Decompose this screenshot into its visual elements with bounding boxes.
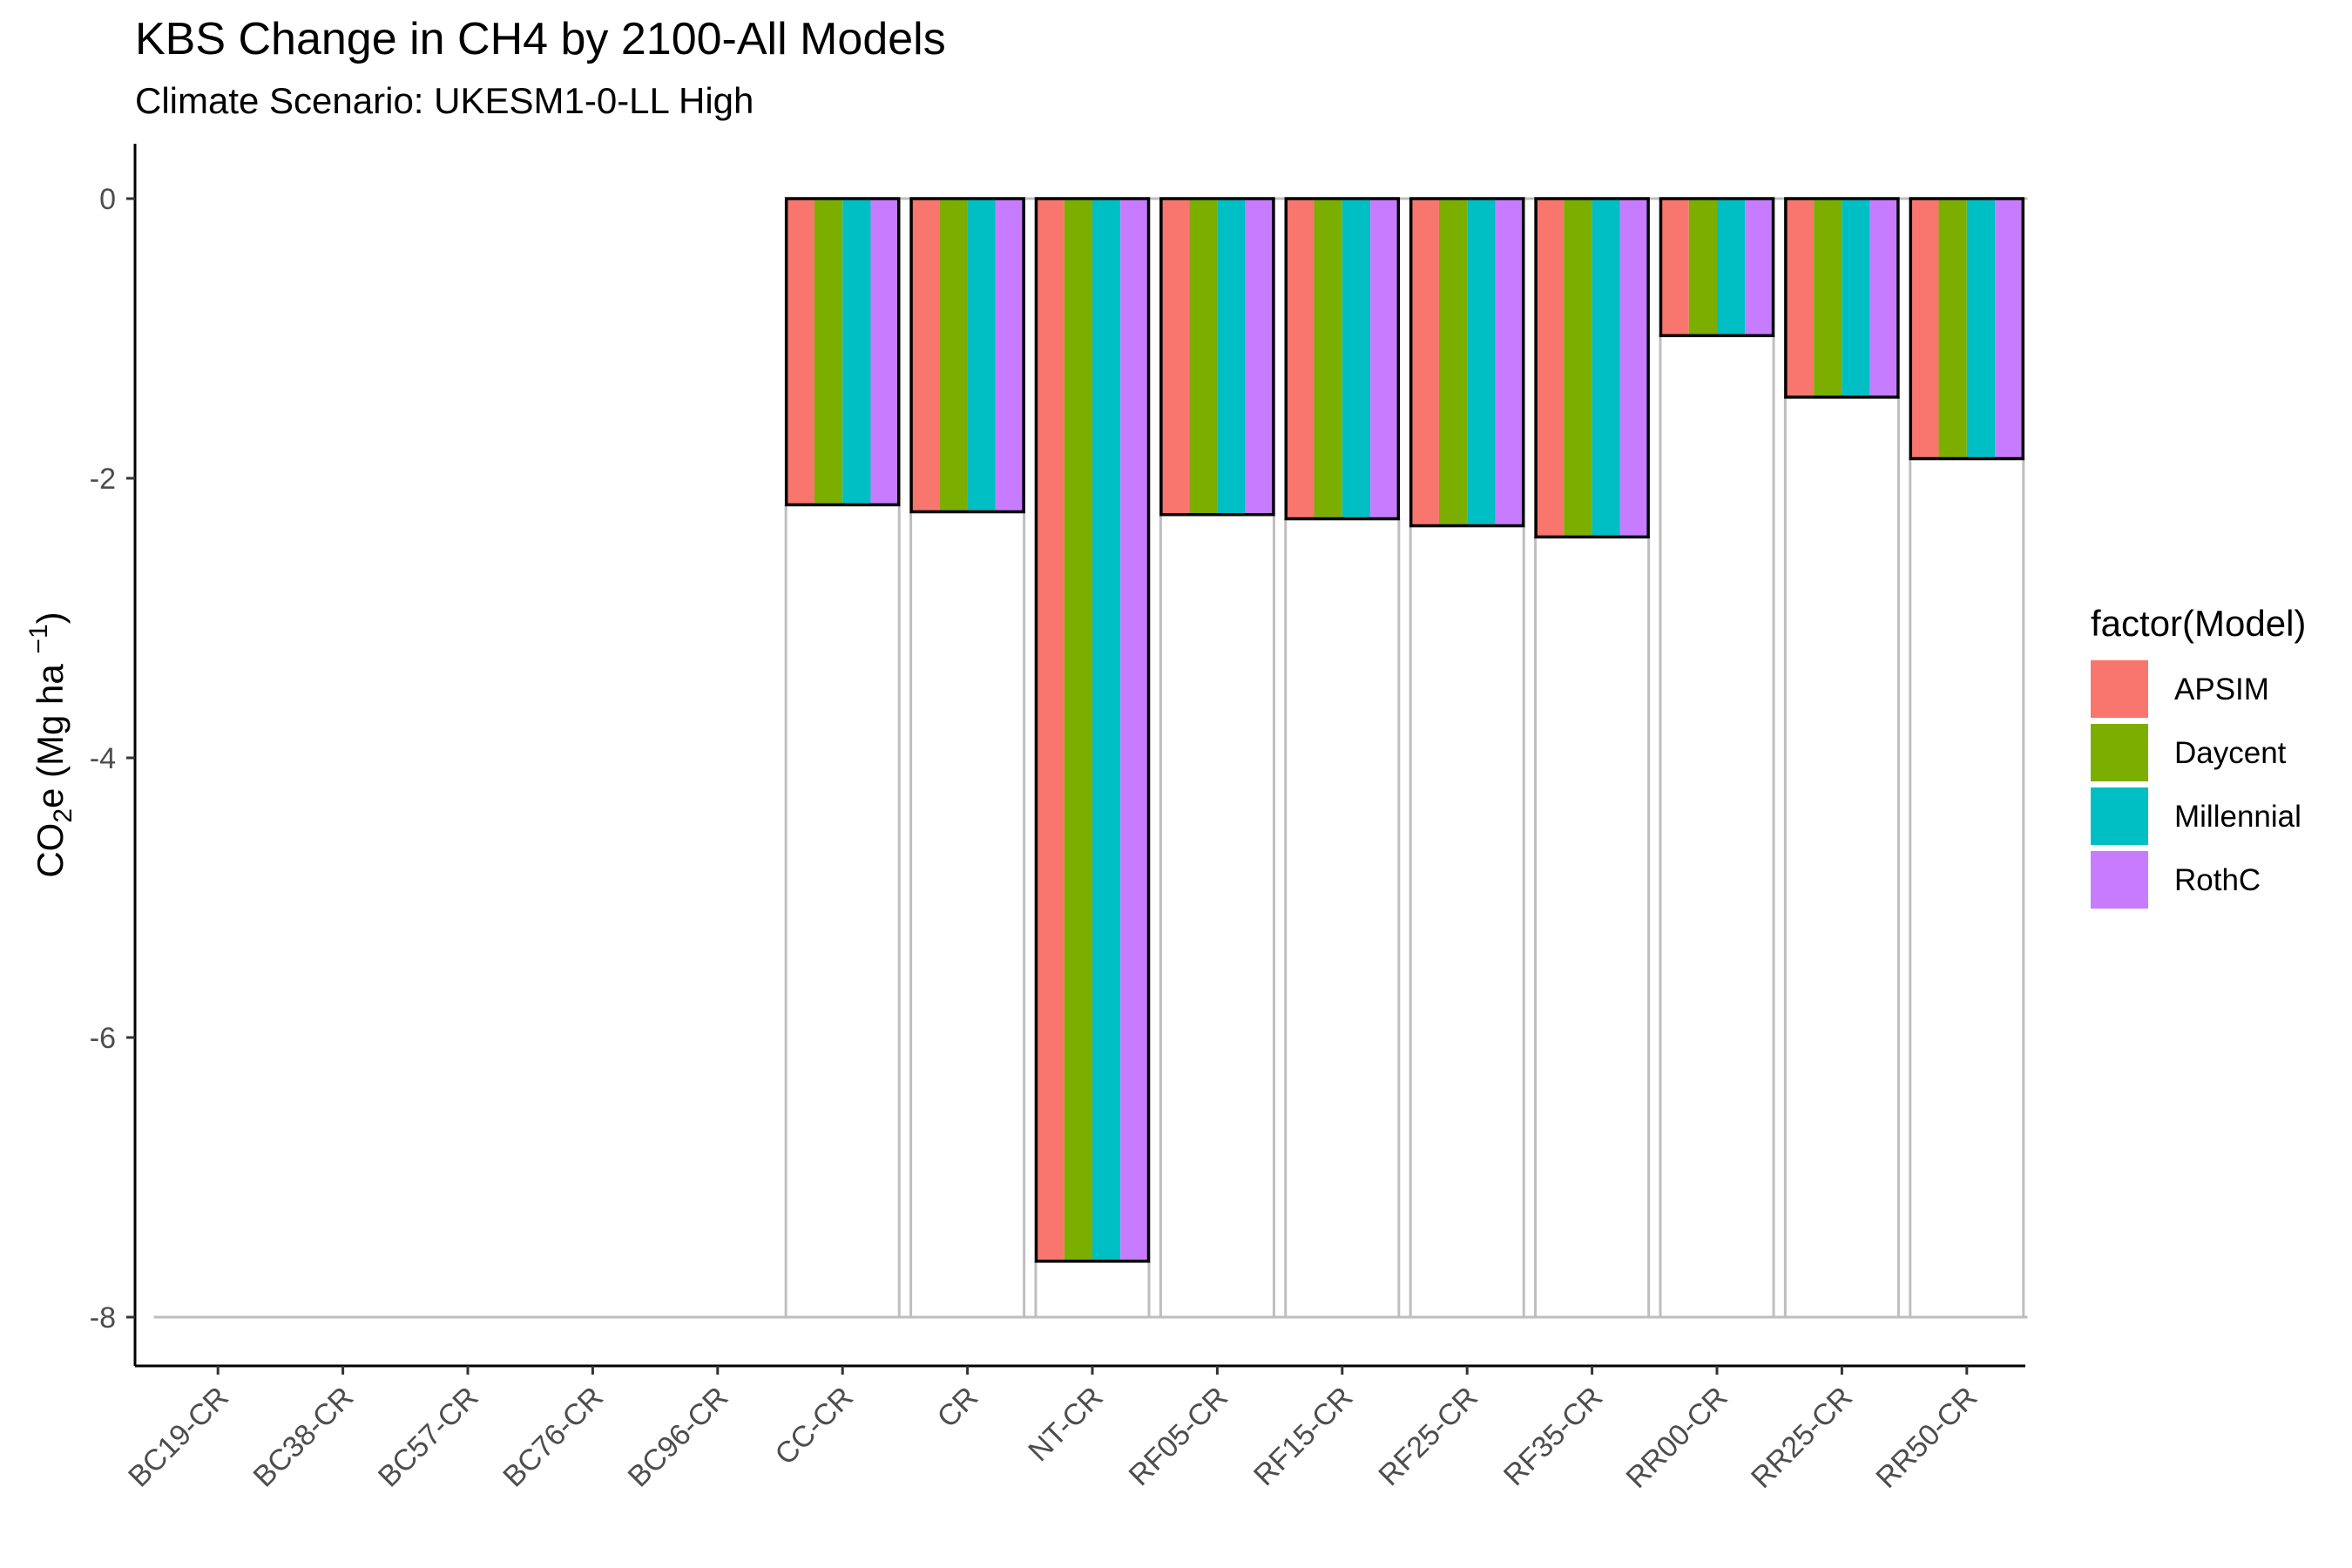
bar-daycent-nt-cr <box>1064 199 1092 1261</box>
bar-group-outline-rr50-cr <box>1909 197 2025 461</box>
y-axis-title-prefix: CO <box>30 823 71 878</box>
y-axis-title: CO2e (Mg ha −1) <box>24 612 78 877</box>
bar-millennial-nt-cr <box>1092 199 1121 1261</box>
bar-rothc-rf25-cr <box>1495 199 1524 526</box>
bar-group-outline-rr25-cr <box>1784 197 1900 399</box>
bar-rothc-rf15-cr <box>1370 199 1399 519</box>
bar-group-outline-rf15-cr <box>1284 197 1401 521</box>
legend-label-rothc: RothC <box>2174 863 2261 897</box>
y-tick-label: -2 <box>90 463 116 496</box>
bar-apsim-rr50-cr <box>1910 199 1939 459</box>
legend-key-millennial <box>2091 787 2148 845</box>
x-tick-label-rf35-cr: RF35-CR <box>1497 1381 1609 1492</box>
y-axis-title-subscript: 2 <box>49 808 78 823</box>
bar-apsim-rf05-cr <box>1160 199 1190 515</box>
bars <box>784 197 2025 1263</box>
chart-subtitle: Climate Scenario: UKESM1-0-LL High <box>135 80 754 121</box>
bar-millennial-cr <box>967 199 996 512</box>
x-tick-label-nt-cr: NT-CR <box>1022 1381 1109 1468</box>
bar-millennial-rf25-cr <box>1467 199 1496 526</box>
bar-millennial-rf15-cr <box>1342 199 1371 519</box>
bar-daycent-rr00-cr <box>1688 199 1717 336</box>
bar-apsim-cc-cr <box>786 199 814 505</box>
x-ticks: BC19-CR BC38-CR BC57-CR BC76-CR BC96-CR CC-CR… <box>122 1366 1984 1495</box>
legend-label-apsim: APSIM <box>2174 672 2269 706</box>
bar-rothc-rr50-cr <box>1995 199 2024 459</box>
y-tick-label: -6 <box>90 1022 116 1055</box>
bar-apsim-rf35-cr <box>1536 199 1565 537</box>
bar-group-outline-cr <box>909 197 1025 514</box>
bar-group-outline-rf35-cr <box>1534 197 1650 539</box>
x-tick-label-rr00-cr: RR00-CR <box>1620 1381 1734 1495</box>
y-tick-label: 0 <box>99 183 116 216</box>
bar-rothc-cr <box>995 199 1024 512</box>
x-tick-label-rr25-cr: RR25-CR <box>1745 1381 1859 1495</box>
legend: factor(Model) APSIM Daycent Millennial Roth… <box>2091 603 2306 909</box>
legend-label-millennial: Millennial <box>2174 800 2301 834</box>
x-tick-label-cc-cr: CC-CR <box>769 1381 860 1471</box>
bar-apsim-rf15-cr <box>1286 199 1315 519</box>
x-tick-label-bc96-cr: BC96-CR <box>622 1381 735 1494</box>
x-tick-label-bc76-cr: BC76-CR <box>497 1381 610 1494</box>
bar-rothc-cc-cr <box>870 199 899 505</box>
bar-daycent-rf15-cr <box>1314 199 1342 519</box>
bar-apsim-rr00-cr <box>1660 199 1689 336</box>
y-tick-label: -4 <box>90 742 116 775</box>
bar-group-outline-cc-cr <box>784 197 901 507</box>
legend-label-daycent: Daycent <box>2174 736 2287 770</box>
bar-group-outline-rf25-cr <box>1409 197 1525 528</box>
bar-millennial-rr25-cr <box>1842 199 1870 397</box>
bar-group-outline-rf05-cr <box>1159 197 1275 517</box>
legend-key-apsim <box>2091 660 2148 718</box>
bar-daycent-rr50-cr <box>1938 199 1967 459</box>
bar-daycent-cr <box>939 199 968 512</box>
bar-millennial-rr50-cr <box>1966 199 1996 459</box>
bar-group-outline-rr00-cr <box>1659 197 1775 338</box>
bar-apsim-rf25-cr <box>1410 199 1439 526</box>
x-tick-label-rr50-cr: RR50-CR <box>1869 1381 1984 1495</box>
x-tick-label-cr: CR <box>931 1381 985 1435</box>
bar-daycent-rf05-cr <box>1189 199 1218 515</box>
bar-rothc-rr25-cr <box>1869 199 1898 397</box>
bar-rothc-rr00-cr <box>1745 199 1774 336</box>
bar-daycent-rf35-cr <box>1564 199 1592 537</box>
bar-rothc-rf35-cr <box>1619 199 1649 537</box>
bar-apsim-cr <box>911 199 940 512</box>
x-tick-label-rf05-cr: RF05-CR <box>1123 1381 1234 1492</box>
y-tick-label: -8 <box>90 1301 116 1335</box>
y-axis-title-mid: e (Mg ha <box>30 654 71 808</box>
legend-title: factor(Model) <box>2091 603 2306 644</box>
bar-apsim-rr25-cr <box>1785 199 1815 397</box>
x-tick-label-bc38-cr: BC38-CR <box>247 1381 361 1494</box>
x-tick-label-rf25-cr: RF25-CR <box>1372 1381 1484 1492</box>
x-tick-label-bc19-cr: BC19-CR <box>122 1381 235 1494</box>
y-axis-title-suffix: ) <box>30 612 71 624</box>
chart-title: KBS Change in CH4 by 2100-All Models <box>135 14 946 64</box>
bar-millennial-rr00-cr <box>1717 199 1746 336</box>
bar-rothc-rf05-cr <box>1245 199 1274 515</box>
bar-rothc-nt-cr <box>1120 199 1149 1261</box>
legend-key-rothc <box>2091 851 2148 909</box>
bar-apsim-nt-cr <box>1036 199 1064 1261</box>
y-axis-title-superscript: −1 <box>24 624 53 653</box>
bar-daycent-rf25-cr <box>1438 199 1468 526</box>
x-tick-label-rf15-cr: RF15-CR <box>1247 1381 1359 1492</box>
bar-millennial-rf05-cr <box>1217 199 1246 515</box>
y-ticks: 0 -2 -4 -6 -8 <box>90 183 135 1335</box>
x-tick-label-bc57-cr: BC57-CR <box>372 1381 485 1494</box>
bar-daycent-rr25-cr <box>1814 199 1842 397</box>
bar-daycent-cc-cr <box>814 199 843 505</box>
bar-group-outline-nt-cr <box>1034 197 1151 1263</box>
legend-key-daycent <box>2091 724 2148 781</box>
bar-millennial-cc-cr <box>842 199 871 505</box>
bar-millennial-rf35-cr <box>1592 199 1620 537</box>
